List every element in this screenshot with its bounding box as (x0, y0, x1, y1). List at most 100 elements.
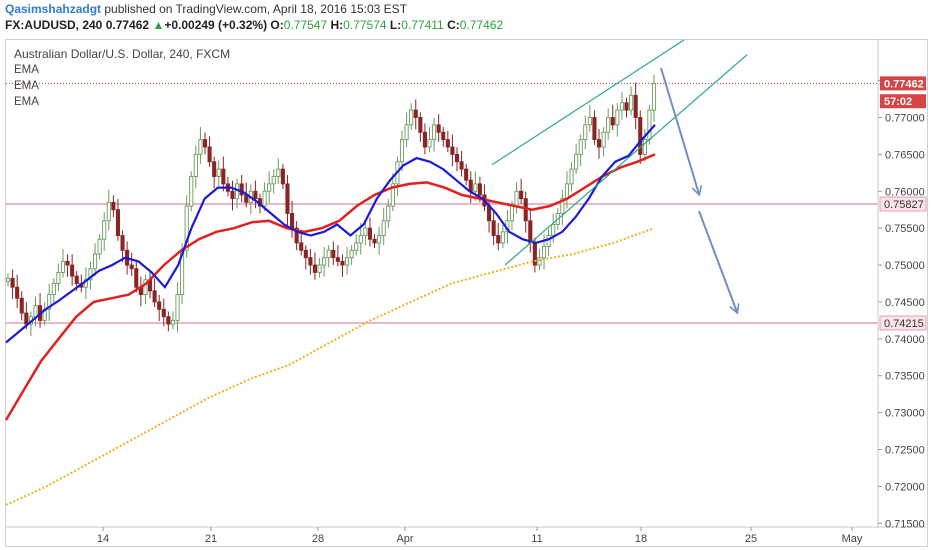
y-tick-label: 0.74500 (885, 297, 925, 309)
candle-bear (308, 257, 313, 266)
candle-bear (24, 312, 29, 325)
candle-bear (464, 168, 469, 181)
candle-bear (454, 153, 460, 163)
candle-bull (5, 277, 11, 282)
candle-bear (134, 268, 139, 288)
last-price: 0.77462 (105, 18, 150, 32)
candle-bull (564, 183, 570, 200)
candle-bear (528, 220, 533, 244)
y-tick-label: 0.77000 (885, 112, 925, 124)
candle-bear (340, 260, 345, 266)
price-axis-label-bg (879, 196, 927, 212)
candle-bear (161, 308, 166, 318)
candle-bull (88, 268, 93, 281)
candle-bull (537, 257, 542, 266)
chart-frame (5, 39, 928, 547)
author-link[interactable]: Qasimshahzadgt (5, 2, 102, 16)
candle-bull (386, 205, 391, 222)
candle-bull (606, 117, 611, 133)
x-tick-label: May (842, 533, 863, 545)
candle-bull (509, 205, 515, 222)
candle-bull (106, 201, 111, 222)
x-tick-label: 25 (745, 533, 757, 545)
candle-bull (377, 235, 382, 244)
candle-bear (491, 220, 496, 236)
candle-bull (184, 205, 189, 251)
candle-bear (459, 161, 464, 170)
candle-bear (280, 168, 285, 185)
price-axis-label-bg (880, 76, 926, 91)
candle-bear (129, 264, 134, 270)
y-tick-label: 0.73500 (885, 371, 925, 383)
candle-bull (326, 249, 331, 259)
x-tick-label: 14 (97, 533, 109, 545)
candle-bull (51, 283, 56, 296)
ema-mid-line (4, 153, 656, 421)
candle-bear (372, 238, 377, 244)
low-label: L: (389, 18, 402, 32)
candle-bear (207, 146, 212, 163)
x-tick-label: 18 (635, 533, 647, 545)
candle-bull (551, 224, 556, 236)
candle-bull (500, 231, 505, 244)
candle-bull (216, 168, 221, 177)
candle-bear (610, 117, 615, 126)
candle-bear (450, 146, 455, 155)
candle-bear (496, 235, 501, 244)
high-value: 0.77574 (343, 18, 387, 32)
candle-bull (276, 168, 281, 177)
candle-bull (651, 83, 657, 111)
price-axis-label-bg (879, 315, 927, 331)
y-tick-label: 0.72000 (885, 481, 925, 493)
open-value: 0.77547 (283, 18, 328, 32)
channel-line (491, 39, 685, 166)
candle-bear (367, 227, 372, 240)
publish-header: Qasimshahzadgt published on TradingView.… (5, 2, 407, 16)
candle-bear (413, 109, 418, 118)
candle-bull (432, 124, 437, 141)
candle-bull (615, 109, 620, 126)
candle-bull (390, 183, 395, 207)
candle-bear (239, 183, 244, 196)
ema-slow-line (5, 227, 655, 506)
y-tick-label: 0.71500 (885, 518, 925, 530)
candle-bull (578, 139, 583, 155)
x-tick-label: Apr (396, 533, 413, 545)
candle-bull (629, 94, 634, 111)
candle-bear (477, 183, 482, 196)
candle-bull (344, 257, 350, 266)
candle-bull (583, 124, 588, 141)
candle-bull (514, 190, 519, 207)
candle-bear (285, 183, 290, 214)
candle-bear (120, 235, 125, 251)
projection-arrow-2 (698, 210, 737, 312)
candle-bear (157, 301, 162, 310)
ema-legend-1: EMA (14, 64, 39, 76)
candle-bull (427, 139, 432, 148)
candle-bear (299, 242, 304, 251)
candle-bull (574, 153, 579, 170)
y-tick-label: 0.73000 (885, 408, 925, 420)
candle-bull (170, 319, 175, 325)
candle-bear (10, 277, 15, 288)
candle-bear (331, 249, 336, 259)
candle-bull (619, 102, 624, 111)
candle-bear (638, 117, 643, 155)
candle-bull (381, 220, 386, 236)
chart-title: Australian Dollar/U.S. Dollar, 240, FXCM (14, 47, 231, 61)
candle-bull (560, 198, 565, 214)
low-value: 0.77411 (401, 18, 444, 32)
candle-bear (519, 190, 524, 200)
price-axis-label: 0.75827 (884, 199, 924, 211)
candle-bull (354, 242, 359, 251)
close-value: 0.77462 (459, 18, 504, 32)
y-tick-label: 0.75000 (885, 260, 925, 272)
candle-bull (97, 238, 102, 255)
y-tick-label: 0.76000 (885, 186, 925, 198)
open-label: O: (270, 18, 284, 32)
candle-bull (358, 235, 363, 244)
candle-bear (422, 131, 427, 148)
candle-bear (65, 260, 70, 266)
ema-fast-line (5, 124, 656, 344)
